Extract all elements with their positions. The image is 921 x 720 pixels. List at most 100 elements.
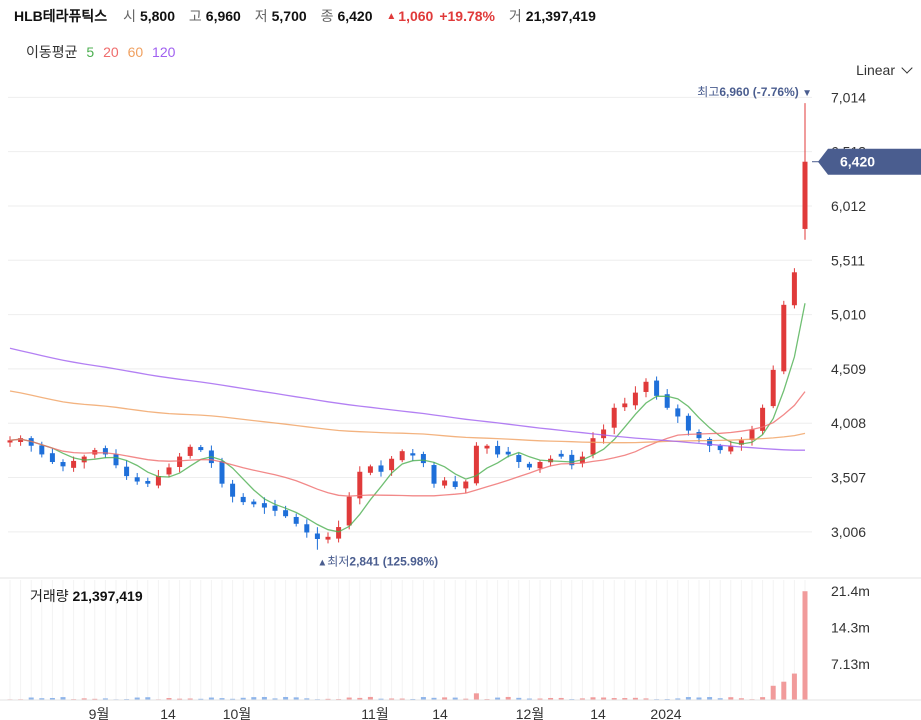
candle — [18, 435, 24, 446]
volume-value: 21,397,419 — [525, 8, 596, 24]
candle-body — [251, 501, 257, 505]
volume-bar — [516, 697, 522, 700]
volume-bar — [632, 697, 638, 700]
candle-body — [749, 429, 755, 440]
candle-body — [463, 481, 469, 489]
ma-line-120 — [9, 347, 805, 451]
candle — [760, 404, 766, 435]
volume-bar — [770, 685, 776, 700]
volume-bar — [28, 697, 34, 700]
volume-bar — [198, 698, 204, 700]
candle — [791, 268, 797, 309]
volume-bar — [442, 697, 448, 700]
candle-body — [378, 465, 384, 472]
volume-bar — [781, 681, 787, 700]
x-axis-label: 14 — [590, 706, 606, 720]
candle — [240, 493, 246, 506]
ma-120[interactable]: 120 — [152, 44, 176, 60]
scale-dropdown[interactable]: Linear — [856, 62, 913, 78]
candle-body — [611, 407, 617, 428]
candle — [558, 450, 564, 459]
high-marker-value: 6,960 (-7.76%) — [719, 85, 802, 99]
candle-body — [760, 407, 766, 431]
volume-bar — [81, 698, 87, 700]
candle — [537, 460, 543, 473]
candle — [230, 479, 236, 503]
change-pct: +19.78% — [439, 8, 496, 24]
candle — [346, 492, 352, 530]
candle-body — [781, 304, 787, 372]
candle-body — [219, 461, 225, 484]
ma-20[interactable]: 20 — [103, 44, 119, 60]
candle-body — [230, 483, 236, 497]
candle-body — [134, 477, 140, 482]
ma-5[interactable]: 5 — [86, 44, 95, 60]
price-axis-label: 4,509 — [831, 361, 866, 377]
volume-bar — [60, 697, 66, 700]
volume-bar — [495, 697, 501, 700]
volume-bar — [707, 697, 713, 700]
volume-bar — [399, 698, 405, 700]
candle — [7, 436, 13, 447]
candle — [399, 449, 405, 463]
candle-body — [791, 272, 797, 306]
volume-bar — [357, 697, 363, 700]
ma-line-20 — [9, 391, 806, 497]
volume-bar — [145, 697, 151, 700]
candle — [516, 453, 522, 468]
volume-bar — [675, 698, 681, 700]
volume-bar — [728, 697, 734, 700]
candle-body — [346, 496, 352, 526]
volume-bar — [283, 696, 289, 700]
ma-60[interactable]: 60 — [127, 44, 144, 60]
candle-body — [39, 445, 45, 455]
candle-body — [431, 465, 437, 484]
x-axis-label: 2024 — [650, 706, 681, 720]
candle — [505, 446, 511, 458]
candle — [495, 440, 501, 458]
candle-body — [49, 453, 55, 463]
volume-bar — [473, 693, 479, 700]
volume-axis-label: 21.4m — [831, 583, 870, 599]
x-axis-label: 9월 — [89, 706, 110, 720]
candle-body — [124, 466, 130, 477]
candle-body — [283, 510, 289, 517]
candle — [526, 461, 532, 470]
high-marker-arrow-icon: ▼ — [802, 88, 812, 99]
candle — [251, 499, 257, 508]
candle — [304, 519, 310, 538]
candle-body — [537, 462, 543, 469]
x-axis-label: 11월 — [361, 706, 388, 720]
candle-body — [484, 445, 490, 449]
volume-bar — [410, 698, 416, 700]
scale-label: Linear — [856, 62, 895, 78]
stock-name[interactable]: HLB테라퓨틱스 — [14, 8, 108, 24]
price-axis-label: 4,008 — [831, 415, 866, 431]
candle-body — [272, 505, 278, 511]
candle — [442, 477, 448, 489]
volume-bar — [463, 698, 469, 700]
volume-label: 거 — [508, 8, 522, 24]
volume-bar — [643, 698, 649, 700]
candle-body — [399, 451, 405, 461]
price-axis-label: 5,010 — [831, 307, 866, 323]
volume-bar — [240, 697, 246, 700]
candle-body — [420, 454, 426, 464]
candle-body — [304, 524, 310, 533]
candle-body — [802, 161, 808, 229]
volume-bar — [760, 697, 766, 700]
volume-bar — [367, 696, 373, 700]
candle — [728, 440, 734, 455]
candle-body — [240, 496, 246, 503]
candle — [28, 436, 34, 452]
candle-body — [198, 447, 204, 451]
candle-body — [177, 456, 183, 467]
volume-bar — [208, 697, 214, 700]
volume-bar — [325, 698, 331, 700]
candle — [452, 475, 458, 490]
candle-body — [601, 429, 607, 439]
candle — [569, 450, 575, 470]
volume-bar — [717, 698, 723, 700]
candle — [675, 404, 681, 423]
